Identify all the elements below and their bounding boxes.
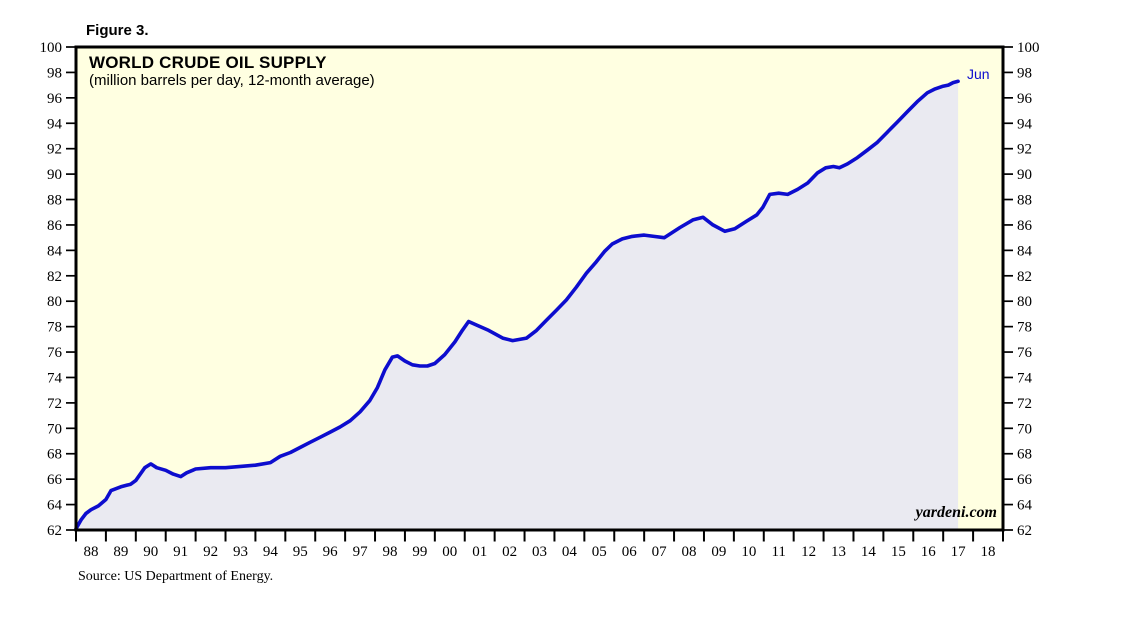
x-axis-tick-label: 96 bbox=[323, 544, 339, 560]
x-axis-tick-label: 97 bbox=[353, 544, 369, 560]
y-axis-tick-label-right: 82 bbox=[1017, 269, 1032, 285]
y-axis-tick-label-left: 86 bbox=[47, 218, 63, 234]
y-axis-tick-label-left: 88 bbox=[47, 193, 62, 209]
x-axis-tick-label: 01 bbox=[472, 544, 487, 560]
x-axis-tick-label: 16 bbox=[921, 544, 937, 560]
y-axis-tick-label-left: 68 bbox=[47, 447, 62, 463]
source-note: Source: US Department of Energy. bbox=[78, 569, 274, 584]
x-axis-tick-label: 06 bbox=[622, 544, 638, 560]
x-axis-tick-label: 08 bbox=[682, 544, 697, 560]
y-axis-tick-label-left: 84 bbox=[47, 243, 63, 259]
x-axis-tick-label: 98 bbox=[382, 544, 397, 560]
y-axis-tick-label-right: 72 bbox=[1017, 396, 1032, 412]
x-axis-tick-label: 90 bbox=[143, 544, 158, 560]
x-axis-tick-label: 09 bbox=[711, 544, 726, 560]
y-axis-tick-label-right: 68 bbox=[1017, 447, 1032, 463]
x-axis-tick-label: 14 bbox=[861, 544, 877, 560]
y-axis-tick-label-right: 92 bbox=[1017, 142, 1032, 158]
x-axis-tick-label: 92 bbox=[203, 544, 218, 560]
x-axis-tick-label: 15 bbox=[891, 544, 906, 560]
y-axis-tick-label-right: 66 bbox=[1017, 472, 1033, 488]
x-axis-tick-label: 12 bbox=[801, 544, 816, 560]
y-axis-tick-label-left: 76 bbox=[47, 345, 63, 361]
y-axis-tick-label-left: 74 bbox=[47, 370, 63, 386]
y-axis-tick-label-right: 100 bbox=[1017, 40, 1040, 56]
x-axis-tick-label: 13 bbox=[831, 544, 846, 560]
y-axis-tick-label-left: 66 bbox=[47, 472, 63, 488]
yardeni-watermark: yardeni.com bbox=[915, 504, 997, 521]
x-axis-tick-label: 18 bbox=[981, 544, 996, 560]
x-axis-tick-label: 93 bbox=[233, 544, 248, 560]
x-axis-tick-label: 07 bbox=[652, 544, 668, 560]
y-axis-tick-label-left: 98 bbox=[47, 65, 62, 81]
figure-number-label: Figure 3. bbox=[86, 22, 149, 39]
supply-line bbox=[74, 79, 960, 531]
y-axis-tick-label-left: 78 bbox=[47, 320, 62, 336]
y-axis-tick-label-left: 64 bbox=[47, 498, 63, 514]
y-axis-tick-label-right: 88 bbox=[1017, 193, 1032, 209]
x-axis-tick-label: 88 bbox=[83, 544, 98, 560]
x-axis-tick-label: 89 bbox=[113, 544, 128, 560]
chart-title: WORLD CRUDE OIL SUPPLY bbox=[89, 53, 327, 72]
x-axis-tick-label: 91 bbox=[173, 544, 188, 560]
y-axis-tick-label-left: 90 bbox=[47, 167, 62, 183]
x-axis-tick-label: 05 bbox=[592, 544, 607, 560]
x-axis-tick-label: 94 bbox=[263, 544, 279, 560]
y-axis-tick-label-left: 82 bbox=[47, 269, 62, 285]
series-end-month-label: Jun bbox=[967, 66, 990, 82]
y-axis-tick-label-left: 92 bbox=[47, 142, 62, 158]
y-axis-tick-label-right: 62 bbox=[1017, 523, 1032, 539]
y-axis-tick-label-right: 70 bbox=[1017, 421, 1032, 437]
supply-area-fill bbox=[76, 81, 959, 531]
x-axis-tick-label: 99 bbox=[412, 544, 427, 560]
y-axis-tick-label-right: 74 bbox=[1017, 370, 1033, 386]
y-axis-tick-label-right: 90 bbox=[1017, 167, 1032, 183]
x-axis-tick-label: 00 bbox=[442, 544, 457, 560]
plot-frame bbox=[74, 45, 1005, 532]
y-axis-tick-label-right: 76 bbox=[1017, 345, 1033, 361]
y-axis-tick-label-left: 96 bbox=[47, 91, 63, 107]
y-axis-tick-label-right: 80 bbox=[1017, 294, 1032, 310]
x-axis-tick-label: 04 bbox=[562, 544, 578, 560]
y-axis-tick-label-right: 96 bbox=[1017, 91, 1033, 107]
y-axis-tick-label-right: 84 bbox=[1017, 243, 1033, 259]
chart-subtitle: (million barrels per day, 12-month avera… bbox=[89, 72, 375, 89]
y-axis-tick-label-right: 78 bbox=[1017, 320, 1032, 336]
y-axis-tick-label-left: 80 bbox=[47, 294, 62, 310]
x-axis-tick-label: 11 bbox=[771, 544, 785, 560]
y-axis-tick-label-right: 64 bbox=[1017, 498, 1033, 514]
y-axis-tick-label-left: 62 bbox=[47, 523, 62, 539]
y-axis-tick-label-left: 100 bbox=[40, 40, 63, 56]
y-axis-tick-label-left: 94 bbox=[47, 116, 63, 132]
x-axis-tick-label: 95 bbox=[293, 544, 308, 560]
x-axis-tick-label: 17 bbox=[951, 544, 967, 560]
x-axis-tick-label: 02 bbox=[502, 544, 517, 560]
y-axis-tick-label-right: 94 bbox=[1017, 116, 1033, 132]
y-axis-tick-label-right: 86 bbox=[1017, 218, 1033, 234]
x-axis-tick-label: 03 bbox=[532, 544, 547, 560]
y-axis-tick-label-right: 98 bbox=[1017, 65, 1032, 81]
x-axis-tick-label: 10 bbox=[741, 544, 756, 560]
y-axis-tick-label-left: 70 bbox=[47, 421, 62, 437]
y-axis-tick-label-left: 72 bbox=[47, 396, 62, 412]
